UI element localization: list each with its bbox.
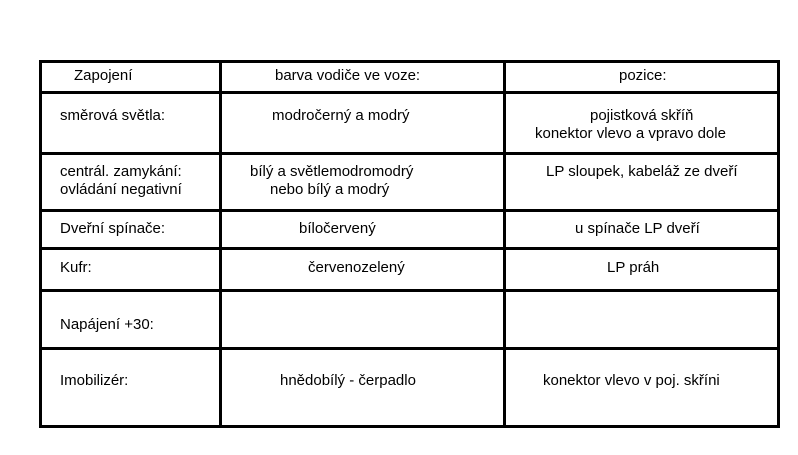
cell-position: pojistková skříň [590,107,694,124]
cell-connection: Imobilizér: [60,372,129,389]
cell-connection: ovládání negativní [60,181,182,198]
header-wire-color: barva vodiče ve voze: [275,67,421,84]
table-border-bottom [39,425,780,428]
cell-position: konektor vlevo a vpravo dole [535,125,726,142]
cell-position: konektor vlevo v poj. skříni [543,372,720,389]
cell-position: LP sloupek, kabeláž ze dveří [546,163,738,180]
cell-color: hnědobílý - čerpadlo [280,372,416,389]
cell-position: LP práh [607,259,660,276]
column-divider [219,60,222,428]
row-divider [39,91,780,94]
cell-connection: Dveřní spínače: [60,220,166,237]
row-divider [39,152,780,155]
cell-color: nebo bílý a modrý [270,181,390,198]
row-divider [39,209,780,212]
cell-color: bíločervený [299,220,376,237]
row-divider [39,247,780,250]
header-connection: Zapojení [74,67,133,84]
row-divider [39,289,780,292]
cell-connection: Kufr: [60,259,92,276]
cell-connection: centrál. zamykání: [60,163,182,180]
cell-color: bílý a světlemodromodrý [250,163,414,180]
table-border-right [777,60,780,428]
cell-color: modročerný a modrý [272,107,410,124]
cell-connection: Napájení +30: [60,316,154,333]
header-position: pozice: [619,67,667,84]
cell-color: červenozelený [308,259,405,276]
column-divider [503,60,506,428]
cell-position: u spínače LP dveří [575,220,700,237]
cell-connection: směrová světla: [60,107,166,124]
table-border-top [39,60,780,63]
row-divider [39,347,780,350]
table-border-left [39,60,42,428]
